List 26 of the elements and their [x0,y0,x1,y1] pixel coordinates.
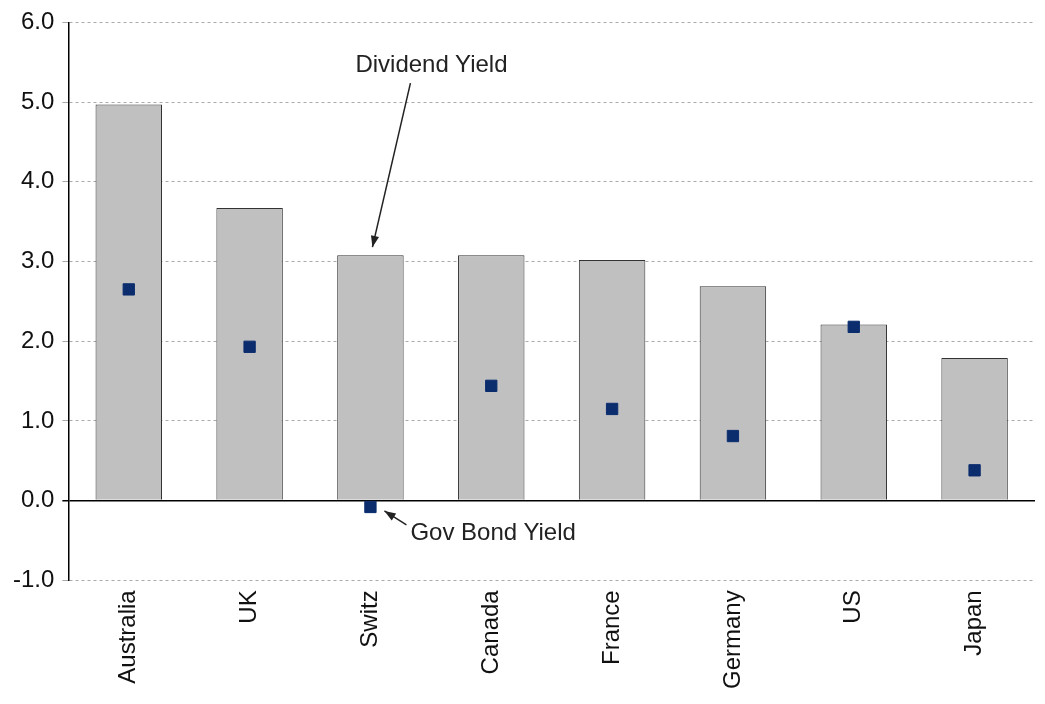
annotation: Gov Bond Yield [410,517,576,545]
point [122,283,135,296]
y-tick-label: -1.0 [13,564,55,592]
y-tick-label: 3.0 [20,246,55,274]
x-tick-label: Canada [475,589,503,675]
x-tick-label: Switz [355,590,383,648]
y-tick-label: 5.0 [20,86,55,114]
x-tick-label: US [838,590,866,624]
y-tick-label: 4.0 [20,166,55,194]
annotation: Dividend Yield [355,49,508,77]
x-tick-label: Germany [717,590,745,690]
y-tick-label: 1.0 [20,405,55,433]
y-tick-label: 6.0 [20,7,55,35]
x-tick-label: France [596,590,624,666]
point [726,429,740,443]
x-tick-label: Japan [959,590,987,656]
y-tick-label: 2.0 [20,325,55,353]
x-tick-label: UK [234,590,262,624]
y-tick-label: 0.0 [20,485,55,513]
x-tick-label: Australia [113,589,141,684]
point [605,402,619,416]
point [364,500,377,514]
point [485,379,498,392]
point [243,340,256,353]
point [968,464,981,477]
point [847,320,860,334]
